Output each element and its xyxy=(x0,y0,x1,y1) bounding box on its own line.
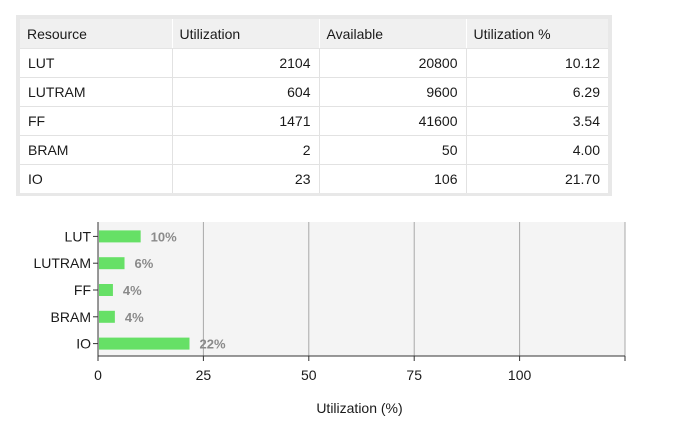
utilization-cell: 1471 xyxy=(172,106,320,136)
bar-value-label: 22% xyxy=(199,337,225,352)
resource-cell: BRAM xyxy=(20,135,173,165)
utilization-table-panel: Resource Utilization Available Utilizati… xyxy=(16,15,612,196)
column-header-available[interactable]: Available xyxy=(319,19,467,49)
utilization-percent-cell: 4.00 xyxy=(466,135,608,165)
utilization-percent-cell: 6.29 xyxy=(466,77,608,107)
resource-cell: FF xyxy=(20,106,173,136)
available-cell: 9600 xyxy=(319,77,467,107)
utilization-bar-chart: 10% 6% 4% 4% 22% 0 25 50 75 100 LUT LUTRAM FF BRAM IO… xyxy=(0,205,685,427)
bar xyxy=(99,230,141,243)
table-row[interactable]: IO 23 106 21.70 xyxy=(20,164,608,193)
category-label: BRAM xyxy=(51,309,91,325)
available-cell: 106 xyxy=(319,164,467,193)
utilization-chart-svg: 10% 6% 4% 4% 22% 0 25 50 75 100 LUT LUTRAM FF BRAM IO… xyxy=(33,222,626,416)
table-header-row: Resource Utilization Available Utilizati… xyxy=(20,19,608,49)
plot-area xyxy=(98,222,625,356)
table-row[interactable]: LUT 2104 20800 10.12 xyxy=(20,48,608,78)
x-tick-label: 0 xyxy=(94,367,102,383)
x-tick-label: 75 xyxy=(406,367,422,383)
bar xyxy=(99,310,115,323)
table-row[interactable]: BRAM 2 50 4.00 xyxy=(20,135,608,165)
gridlines xyxy=(202,222,626,356)
column-header-resource[interactable]: Resource xyxy=(20,19,173,49)
bar-value-label: 4% xyxy=(123,283,142,298)
bar-group: 10% 6% 4% 4% 22% xyxy=(99,229,226,352)
utilization-cell: 23 xyxy=(172,164,320,193)
bar-value-label: 6% xyxy=(135,256,154,271)
x-tick-label: 25 xyxy=(196,367,212,383)
category-label: LUT xyxy=(65,228,92,244)
category-label: IO xyxy=(76,336,91,352)
table-row[interactable]: LUTRAM 604 9600 6.29 xyxy=(20,77,608,107)
utilization-percent-cell: 3.54 xyxy=(466,106,608,136)
available-cell: 41600 xyxy=(319,106,467,136)
resource-cell: IO xyxy=(20,164,173,193)
utilization-cell: 2 xyxy=(172,135,320,165)
bar xyxy=(99,257,125,270)
category-label: FF xyxy=(74,282,91,298)
bar xyxy=(99,337,190,350)
utilization-cell: 604 xyxy=(172,77,320,107)
table-row[interactable]: FF 1471 41600 3.54 xyxy=(20,106,608,136)
available-cell: 20800 xyxy=(319,48,467,78)
utilization-percent-cell: 21.70 xyxy=(564,171,600,187)
x-tick-label: 100 xyxy=(508,367,532,383)
available-cell: 50 xyxy=(319,135,467,165)
column-header-utilization-percent[interactable]: Utilization % xyxy=(466,19,608,49)
bar-value-label: 4% xyxy=(125,310,144,325)
x-axis-label: Utilization (%) xyxy=(316,400,402,416)
column-header-utilization[interactable]: Utilization xyxy=(172,19,320,49)
resource-cell: LUTRAM xyxy=(20,77,173,107)
utilization-cell: 2104 xyxy=(172,48,320,78)
bar xyxy=(99,284,113,296)
bar-value-label: 10% xyxy=(151,229,177,244)
utilization-percent-cell: 10.12 xyxy=(466,48,608,78)
resource-cell: LUT xyxy=(20,48,173,78)
axes: 0 25 50 75 100 LUT LUTRAM FF BRAM IO xyxy=(33,222,626,383)
category-label: LUTRAM xyxy=(33,255,91,271)
x-tick-label: 50 xyxy=(301,367,317,383)
utilization-table: Resource Utilization Available Utilizati… xyxy=(20,19,608,193)
